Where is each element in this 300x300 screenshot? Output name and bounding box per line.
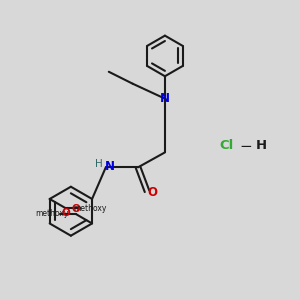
Text: H: H xyxy=(256,139,267,152)
Text: methoxy: methoxy xyxy=(35,209,68,218)
Text: methoxy: methoxy xyxy=(73,204,106,213)
Text: −: − xyxy=(240,139,253,154)
Text: O: O xyxy=(72,204,80,214)
Text: N: N xyxy=(160,92,170,105)
Text: Cl: Cl xyxy=(219,139,233,152)
Text: N: N xyxy=(104,160,114,173)
Text: O: O xyxy=(147,186,158,199)
Text: O: O xyxy=(61,208,70,218)
Text: H: H xyxy=(95,159,103,169)
